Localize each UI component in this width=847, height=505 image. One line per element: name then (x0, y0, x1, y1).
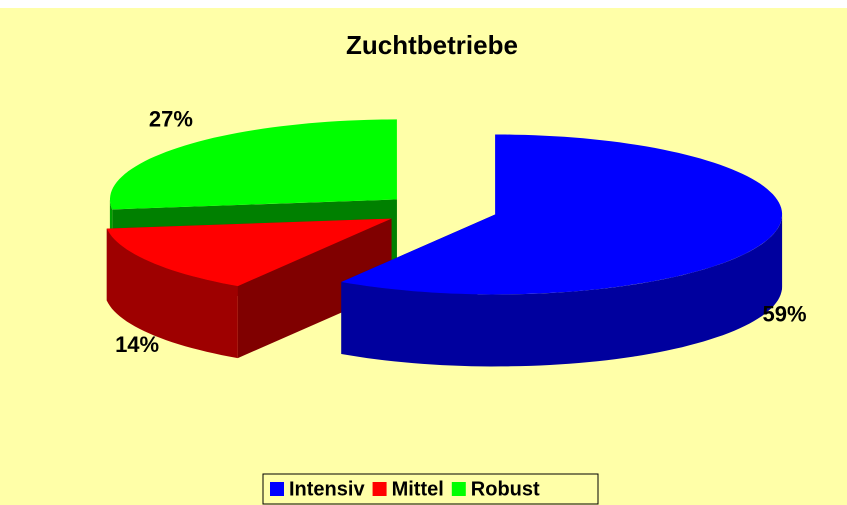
data-label: 27% (149, 106, 193, 131)
legend-label: Intensiv (289, 478, 365, 500)
legend-swatch (372, 482, 387, 496)
legend-swatch (451, 482, 466, 496)
slice-side (106, 228, 238, 359)
slice-side (341, 214, 783, 367)
legend: Intensiv Mittel Robust (262, 473, 599, 505)
legend-label: Mittel (392, 478, 444, 500)
data-label: 59% (762, 301, 806, 326)
data-label: 14% (115, 332, 159, 357)
legend-box (262, 473, 599, 505)
pie: 59% 14% 27% (106, 106, 807, 367)
slice (110, 119, 397, 210)
legend-label: Robust (471, 478, 540, 500)
slice (106, 218, 392, 287)
slice (341, 134, 783, 295)
chart-title: Zuchtbetriebe (346, 30, 518, 60)
legend-swatch (270, 482, 284, 496)
